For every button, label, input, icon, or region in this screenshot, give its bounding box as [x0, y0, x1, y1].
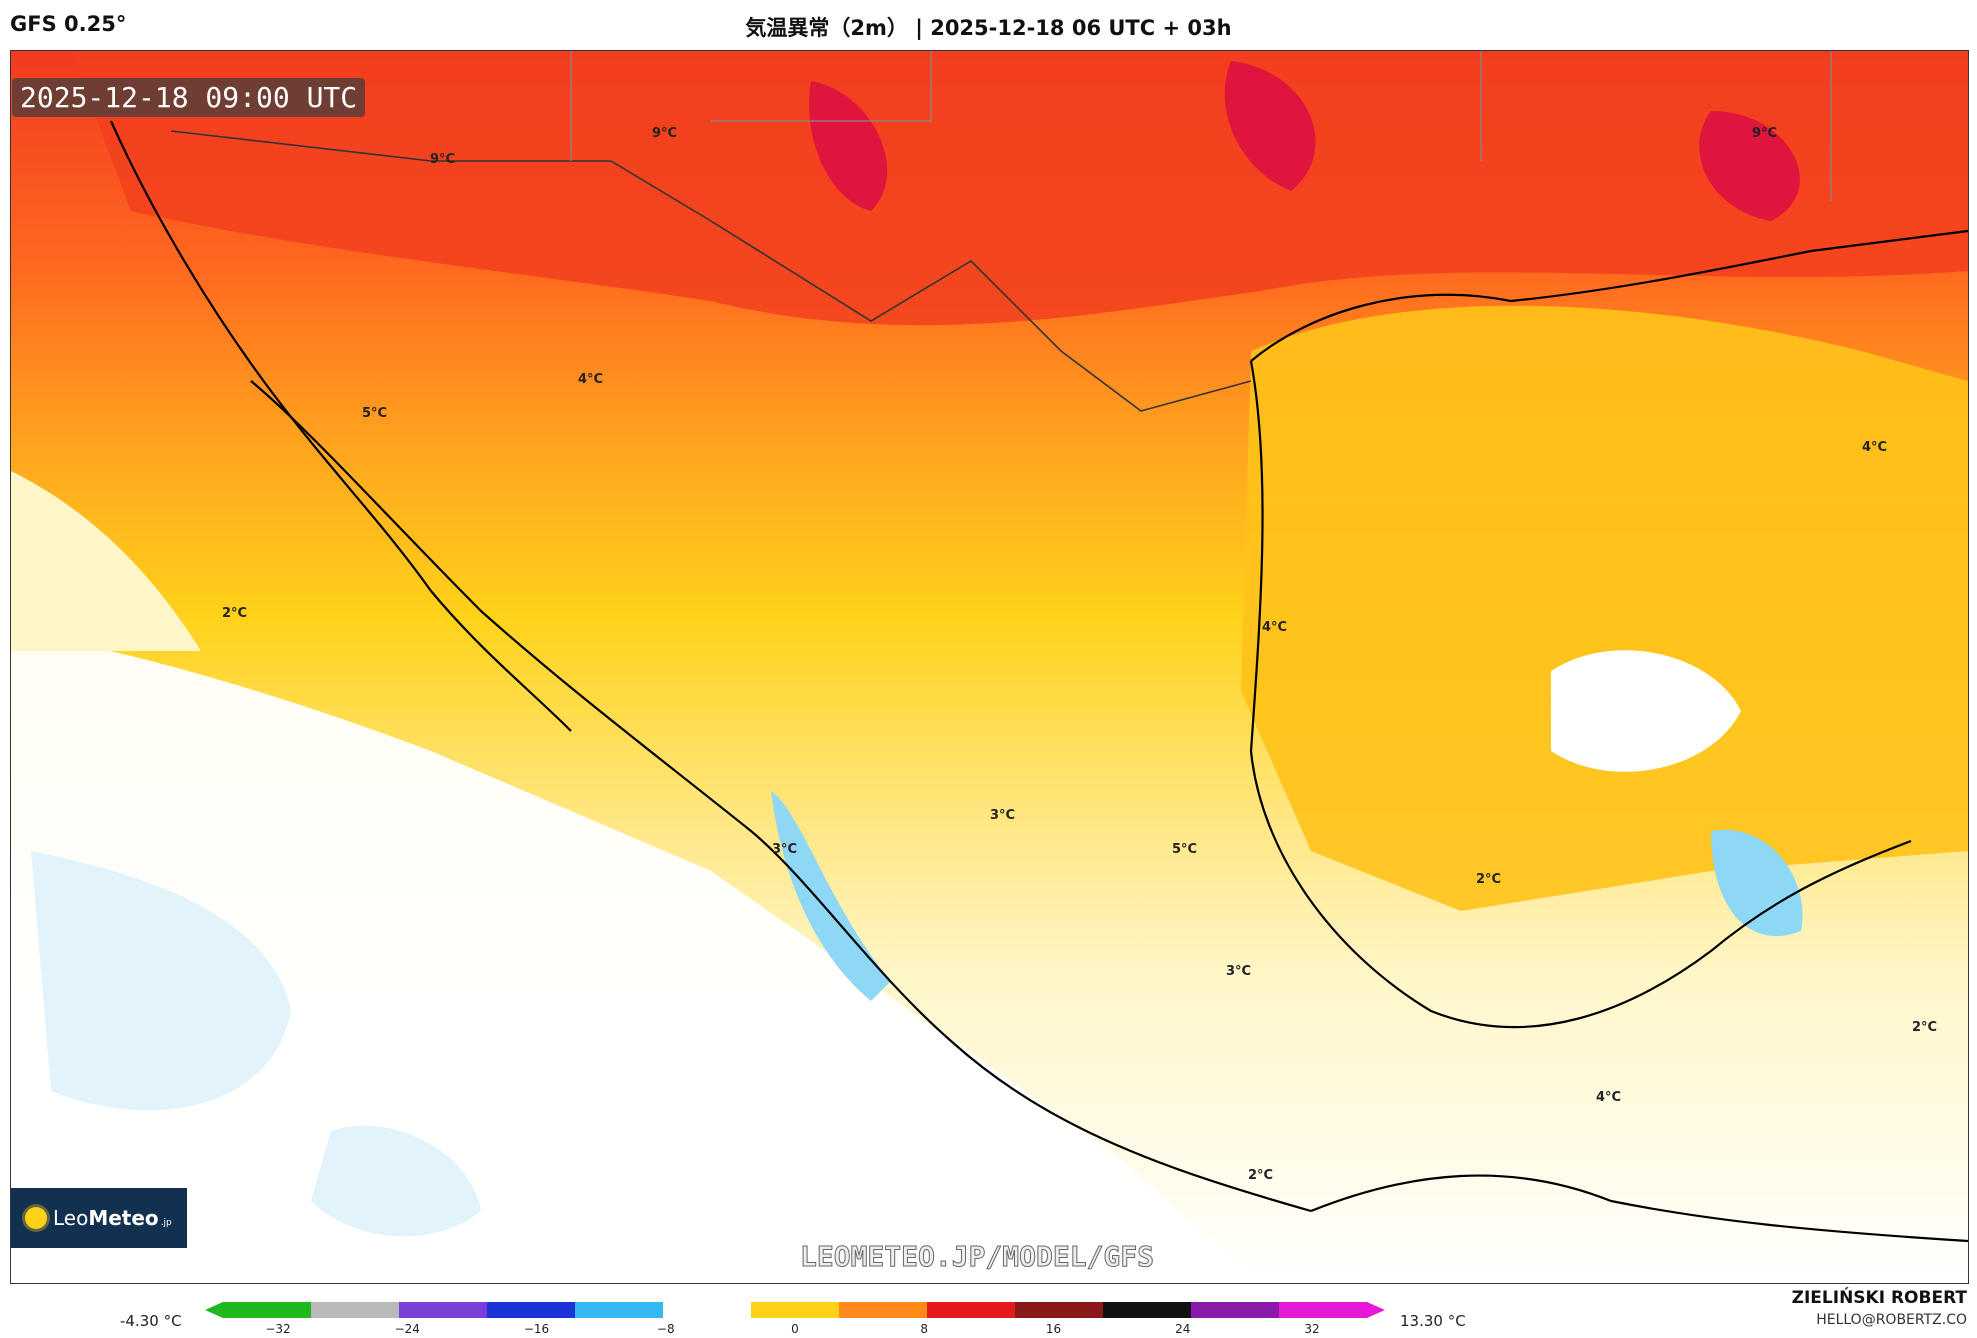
contour-label: 3°C	[990, 808, 1016, 823]
valid-time-badge: 2025-12-18 09:00 UTC	[12, 78, 366, 117]
hot-spot-1	[809, 81, 888, 211]
colorbar-tick-label: 16	[1045, 1322, 1062, 1336]
colorbar-tick-label: −16	[523, 1322, 550, 1336]
hot-spot-2	[1224, 61, 1316, 191]
contour-label: 2°C	[1248, 1168, 1274, 1183]
colorbar-tick-label: 8	[920, 1322, 929, 1336]
colorbar-max-arrow	[1367, 1302, 1385, 1318]
map-title: 気温異常（2m） | 2025-12-18 06 UTC + 03h	[745, 16, 1232, 40]
contour-label: 3°C	[772, 842, 798, 857]
colorbar-segment	[399, 1302, 488, 1318]
colorbar-segment	[487, 1302, 576, 1318]
author-credit: ZIELIŃSKI ROBERT	[1791, 1288, 1967, 1308]
contour-label: 9°C	[1752, 126, 1778, 141]
colorbar-segment	[1103, 1302, 1192, 1318]
site-watermark: LEOMETEO.JP/MODEL/GFS	[799, 1240, 1155, 1274]
contour-label: 4°C	[578, 372, 604, 387]
colorbar-segment	[927, 1302, 1016, 1318]
colorbar-tick-label: 32	[1304, 1322, 1320, 1336]
pacific-pale-zone	[11, 471, 201, 651]
pacific-neutral-zone	[11, 631, 1261, 1283]
logo-suffix: .jp	[160, 1218, 172, 1228]
colorbar-tick-label: 0	[791, 1322, 799, 1336]
hot-spot-3	[1699, 111, 1800, 221]
logo-brand-bold: Meteo	[88, 1206, 159, 1230]
us-gulf-coast	[1250, 229, 1968, 362]
colorbar-segment	[575, 1302, 664, 1318]
colorbar-segment	[1015, 1302, 1104, 1318]
contour-label: 2°C	[1912, 1020, 1938, 1035]
colorbar-tick-label: −32	[265, 1322, 291, 1336]
baja-west-coast	[109, 120, 572, 732]
contour-label: 3°C	[1226, 964, 1252, 979]
contour-label: 9°C	[430, 152, 456, 167]
leometeo-logo[interactable]: LeoMeteo .jp	[11, 1188, 187, 1248]
north-hot-zone	[71, 51, 1968, 326]
gulf-neutral-pocket	[1551, 650, 1741, 772]
logo-brand-light: Leo	[53, 1206, 89, 1230]
contour-label: 2°C	[1476, 872, 1502, 887]
sun-icon	[25, 1207, 47, 1229]
gulf-warm-zone	[1241, 305, 1968, 911]
central-america-coast	[1310, 1174, 1968, 1243]
author-email[interactable]: HELLO@ROBERTZ.CO	[1816, 1312, 1967, 1328]
us-mexico-border	[170, 130, 1252, 412]
colorbar-segment	[839, 1302, 928, 1318]
contour-label: 4°C	[1862, 440, 1888, 455]
colorbar-segment	[223, 1302, 312, 1318]
colorbar-tick-label: −24	[394, 1322, 420, 1336]
contour-label: 4°C	[1262, 620, 1288, 635]
colorbar-segment	[751, 1302, 840, 1318]
colorbar-segment	[1279, 1302, 1368, 1318]
colorbar-segment	[1191, 1302, 1280, 1318]
colorbar-tick-label: 24	[1175, 1322, 1191, 1336]
temperature-anomaly-map	[11, 51, 1968, 1283]
cool-pacific-patch-1	[31, 851, 291, 1111]
colorbar-segment	[311, 1302, 400, 1318]
mexico-pacific-coast	[250, 380, 1312, 1213]
contour-label: 9°C	[652, 126, 678, 141]
cool-yucatan-patch	[1711, 829, 1803, 937]
colorbar-max-label: 13.30 °C	[1400, 1312, 1466, 1330]
contour-label: 4°C	[1596, 1090, 1622, 1105]
contour-label: 5°C	[362, 406, 388, 421]
mexico-gulf-coast	[1249, 360, 1912, 1029]
colorbar	[205, 1302, 1385, 1318]
map-canvas[interactable]	[10, 50, 1969, 1284]
contour-label: 5°C	[1172, 842, 1198, 857]
colorbar-min-arrow	[205, 1302, 223, 1318]
cool-pacific-patch-2	[311, 1125, 481, 1237]
contour-label: 2°C	[222, 606, 248, 621]
colorbar-segment	[663, 1302, 752, 1318]
colorbar-min-label: -4.30 °C	[120, 1312, 182, 1330]
state-borders	[570, 51, 1832, 201]
colorbar-tick-label: −8	[656, 1322, 675, 1336]
model-label: GFS 0.25°	[10, 12, 127, 36]
